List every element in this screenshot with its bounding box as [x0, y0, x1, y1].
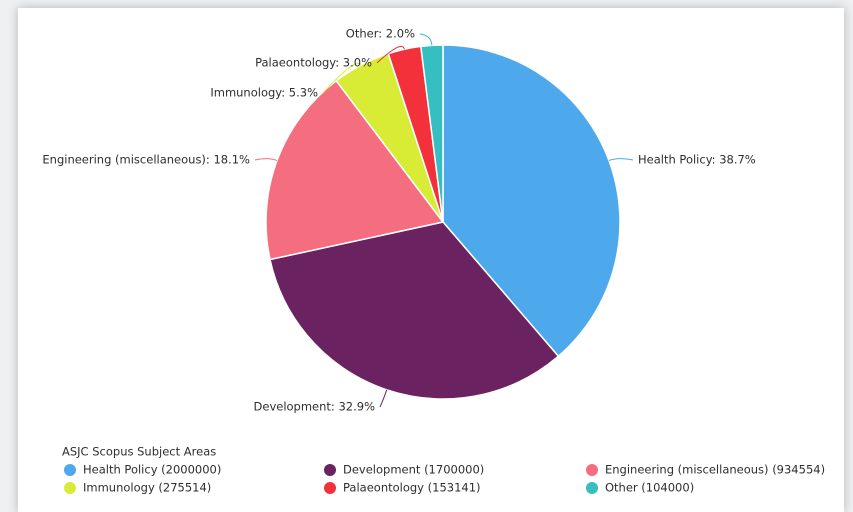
legend-label: Immunology (275514)	[83, 481, 211, 495]
data-label: Health Policy: 38.7%	[638, 153, 756, 167]
data-label: Engineering (miscellaneous): 18.1%	[42, 153, 250, 167]
data-label: Immunology: 5.3%	[210, 86, 318, 100]
legend-marker	[64, 464, 76, 476]
legend-marker	[324, 482, 336, 494]
legend-marker	[64, 482, 76, 494]
connector	[376, 45, 405, 64]
data-label: Other: 2.0%	[346, 27, 415, 41]
connector	[254, 158, 278, 161]
legend-marker	[324, 464, 336, 476]
legend-marker	[586, 482, 598, 494]
connector	[379, 389, 388, 408]
legend-label: Engineering (miscellaneous) (934554)	[605, 463, 825, 477]
pie-slice	[442, 44, 621, 358]
legend-title: ASJC Scopus Subject Areas	[62, 445, 216, 459]
pie-slice	[269, 221, 560, 400]
connector	[419, 33, 433, 46]
data-label: Palaeontology: 3.0%	[255, 56, 372, 70]
legend-label: Development (1700000)	[343, 463, 484, 477]
connector	[608, 158, 634, 161]
connector	[322, 62, 362, 94]
legend-label: Other (104000)	[605, 481, 694, 495]
legend-label: Palaeontology (153141)	[343, 481, 481, 495]
pie-slice	[265, 79, 445, 261]
legend-label: Health Policy (2000000)	[83, 463, 221, 477]
legend-marker	[586, 464, 598, 476]
data-label: Development: 32.9%	[254, 400, 376, 414]
